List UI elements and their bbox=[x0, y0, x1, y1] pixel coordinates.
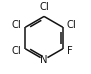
Text: Cl: Cl bbox=[39, 2, 49, 12]
Text: N: N bbox=[40, 55, 48, 65]
Text: Cl: Cl bbox=[67, 20, 76, 30]
Text: F: F bbox=[67, 46, 72, 56]
Text: Cl: Cl bbox=[12, 20, 22, 30]
Text: Cl: Cl bbox=[12, 46, 22, 56]
